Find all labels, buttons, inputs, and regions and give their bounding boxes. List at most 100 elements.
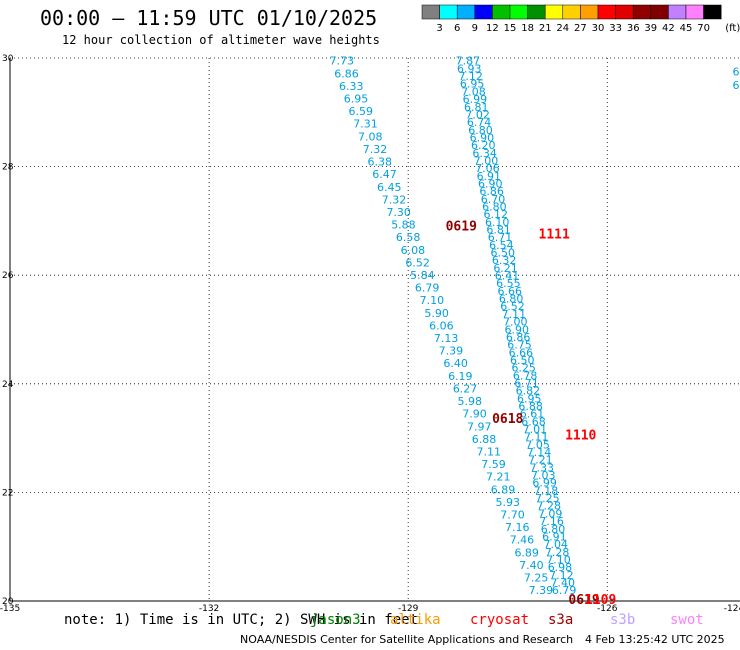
colorbar-swatch — [544, 4, 564, 20]
wave-height-label: 7.40 — [519, 559, 544, 572]
wave-height-label: 7.13 — [434, 332, 459, 345]
wave-height-label: 7.02 — [465, 108, 490, 121]
colorbar-swatch — [492, 4, 511, 20]
wave-height-label: 6.61 — [520, 408, 545, 421]
wave-height-label: 6.90 — [470, 131, 495, 144]
wave-height-label: 7.11 — [502, 308, 527, 321]
wave-height-label: 6.74 — [467, 116, 492, 129]
wave-height-label: 6.93 — [457, 62, 482, 75]
x-tick-label: -129 — [398, 604, 419, 614]
wave-height-label: 6.54 — [489, 239, 514, 252]
page-subtitle: 12 hour collection of altimeter wave hei… — [62, 33, 380, 47]
wave-height-label: 7.04 — [544, 538, 569, 551]
wave-height-label: 7.12 — [458, 70, 483, 83]
wave-height-label: 7.08 — [461, 85, 486, 98]
wave-height-label: 6.95 — [344, 93, 369, 106]
wave-height-label: 6.68 — [521, 415, 546, 428]
wave-height-label: 5.84 — [410, 269, 435, 282]
wave-height-label: 6.32 — [492, 254, 517, 267]
colorbar-swatch — [421, 4, 440, 20]
x-tick-label: -132 — [199, 604, 219, 614]
colorbar-tick-label: 12 — [486, 23, 499, 34]
satellite-cryosat: cryosat — [470, 612, 530, 628]
wave-height-label: 5.98 — [458, 395, 483, 408]
wave-height-label: 6.41 — [495, 270, 520, 283]
wave-height-label: 7.59 — [481, 458, 506, 471]
wave-height-label: 6.50 — [491, 247, 516, 260]
wave-height-label: 7.46 — [510, 534, 535, 547]
wave-height-label: 7.16 — [539, 515, 564, 528]
x-tick-label: -126 — [597, 604, 618, 614]
colorbar-tick-label: 15 — [504, 23, 517, 34]
footer-note: note: 1) Time is in UTC; 2) SWH is in fe… — [64, 612, 419, 628]
wave-height-label: 6.95 — [517, 392, 542, 405]
grid — [10, 57, 740, 601]
wave-height-label: 7.28 — [537, 500, 562, 513]
wave-height-label: 6.50 — [510, 354, 535, 367]
colorbar-tick-label: 30 — [592, 23, 605, 34]
colorbar-tick-label: 70 — [697, 23, 710, 34]
wave-height-label: 7.12 — [549, 569, 574, 582]
pass-label: 0618 — [492, 412, 523, 427]
colorbar-tick-label: 24 — [556, 23, 569, 34]
colorbar-swatch — [562, 4, 581, 20]
pass-label: 1109 — [585, 593, 616, 608]
wave-height-label: 6.66 — [497, 285, 522, 298]
wave-height-label: 6.90 — [478, 177, 503, 190]
wave-height-label: 6.91 — [477, 170, 502, 183]
colorbar-swatch — [527, 4, 546, 20]
wave-height-label: 6 — [733, 66, 740, 79]
wave-height-label: 7.10 — [546, 553, 571, 566]
colorbar-tick-label: 39 — [644, 23, 657, 34]
wave-height-label: 7.11 — [477, 445, 502, 458]
tick-labels: -135-132-129-126-123-124202224262830 — [0, 54, 740, 614]
footer-credit: NOAA/NESDIS Center for Satellite Applica… — [240, 633, 574, 646]
wave-height-label: 6.88 — [518, 400, 543, 413]
wave-height-label: 6.80 — [482, 200, 507, 213]
wave-height-label: 7.00 — [474, 154, 499, 167]
y-tick-label: 26 — [2, 271, 14, 281]
wave-height-label: 5.88 — [391, 219, 416, 232]
wave-height-label: 6.86 — [334, 67, 359, 80]
colorbar-tick-label: 36 — [627, 23, 640, 34]
wave-height-label: 5.90 — [424, 307, 449, 320]
wave-height-label: 7.28 — [545, 546, 570, 559]
wave-height-label: 7.14 — [527, 446, 552, 459]
wave-height-label: 6.70 — [481, 193, 506, 206]
wave-height-label: 6.99 — [463, 93, 488, 106]
wave-height-label: 7.70 — [500, 509, 525, 522]
wave-height-label: 6.82 — [516, 385, 541, 398]
wave-height-label: 7.39 — [439, 345, 464, 358]
wave-height-label: 6.33 — [339, 80, 364, 93]
wave-height-label: 6.80 — [468, 124, 493, 137]
wave-height-label: 7.16 — [505, 521, 530, 534]
colorbar-swatch — [597, 4, 616, 20]
wave-height-label: 6.71 — [514, 377, 539, 390]
wave-height-label: 6.08 — [401, 244, 426, 257]
colorbar-swatch — [632, 4, 652, 20]
colorbar-swatch — [668, 4, 687, 20]
y-tick-label: 28 — [2, 163, 14, 173]
wave-height-label: 7.10 — [420, 294, 445, 307]
wave-height-label: 6.75 — [507, 339, 532, 352]
wave-height-label: 6.52 — [500, 300, 525, 313]
colorbar-tick-label: 45 — [680, 23, 693, 34]
colorbar-unit: (ft) — [725, 23, 740, 34]
page-title: 00:00 – 11:59 UTC 01/10/2025 — [40, 6, 378, 30]
wave-height-label: 7.40 — [550, 576, 575, 589]
wave-height-label: 6.90 — [504, 323, 529, 336]
wave-height-label: 6.20 — [471, 139, 496, 152]
wave-height-label: 7.00 — [503, 316, 528, 329]
colorbar-tick-label: 9 — [472, 23, 478, 34]
wave-height-label: 6.25 — [511, 362, 536, 375]
wave-height-label: 6.91 — [542, 530, 567, 543]
wave-height-label: 6.89 — [514, 546, 539, 559]
colorbar-swatch — [456, 4, 476, 20]
wave-height-label: 7.73 — [330, 55, 355, 68]
wave-height-label: 6.95 — [460, 78, 485, 91]
wave-height-tracks: 7.736.866.336.956.597.317.087.326.386.47… — [330, 55, 740, 597]
wave-height-label: 6.10 — [485, 216, 510, 229]
wave-height-label: 7.30 — [386, 206, 411, 219]
wave-height-label: 6.99 — [532, 477, 557, 490]
footer-timestamp: 4 Feb 13:25:42 UTC 2025 — [585, 633, 725, 646]
